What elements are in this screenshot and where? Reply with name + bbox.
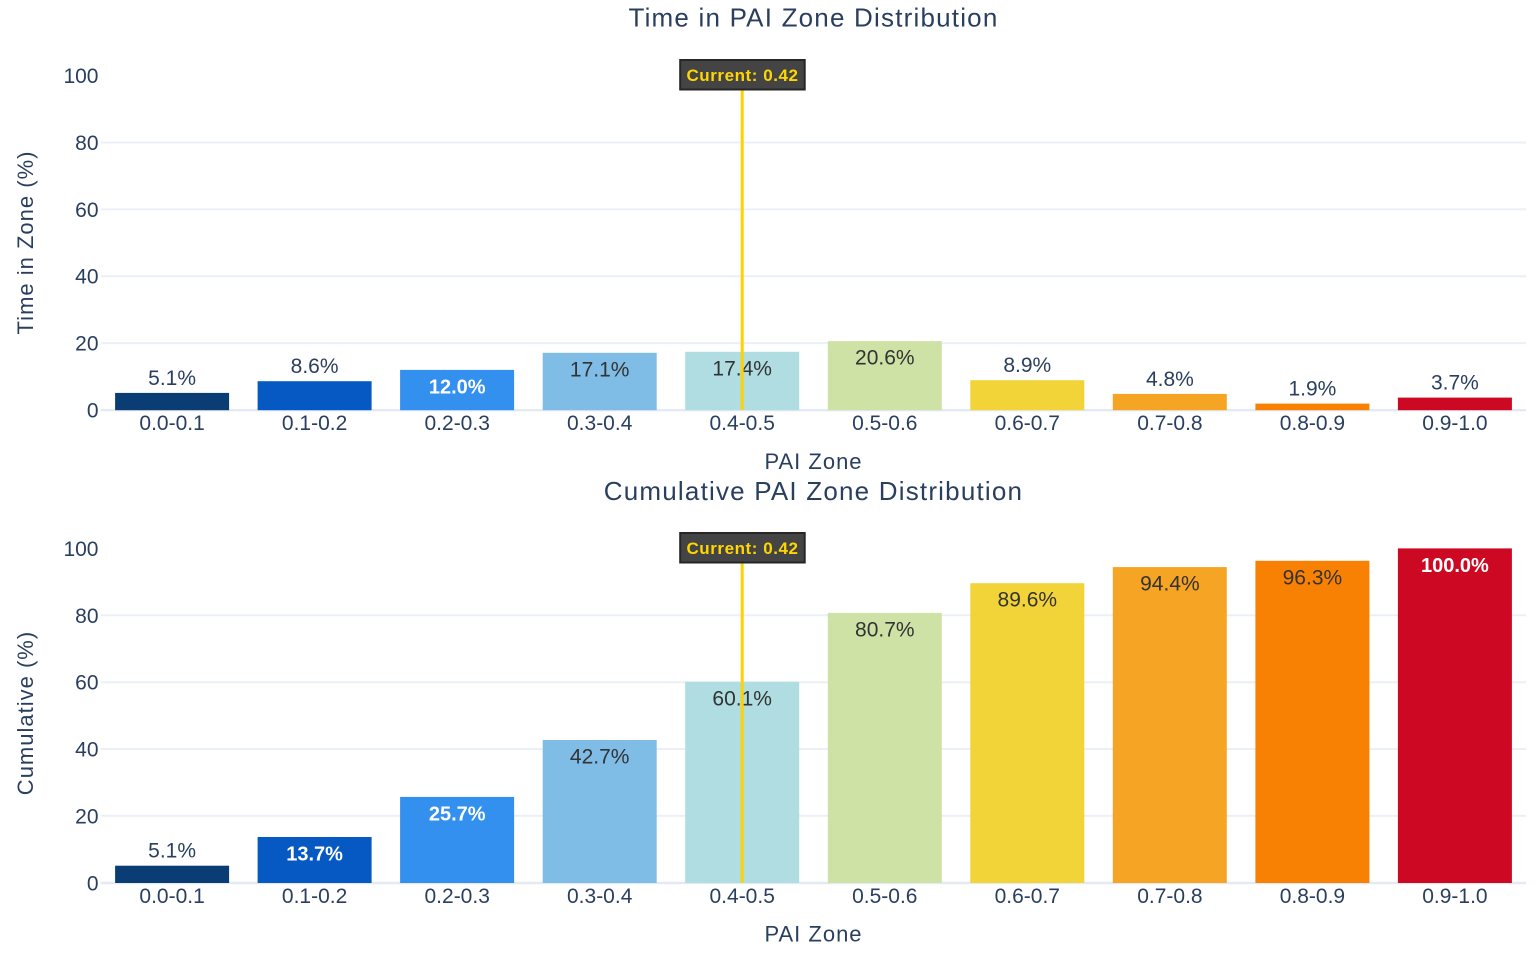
svg-text:0.8-0.9: 0.8-0.9 — [1280, 885, 1345, 908]
svg-text:0.7-0.8: 0.7-0.8 — [1137, 885, 1202, 908]
svg-text:25.7%: 25.7% — [429, 803, 486, 825]
svg-text:0.8-0.9: 0.8-0.9 — [1280, 412, 1345, 435]
svg-text:0.6-0.7: 0.6-0.7 — [995, 412, 1060, 435]
svg-text:0.0-0.1: 0.0-0.1 — [139, 412, 204, 435]
svg-text:3.7%: 3.7% — [1431, 372, 1479, 395]
svg-text:Current: 0.42: Current: 0.42 — [686, 539, 798, 558]
svg-text:80.7%: 80.7% — [855, 618, 915, 641]
svg-text:0.1-0.2: 0.1-0.2 — [282, 412, 347, 435]
svg-text:Time in PAI Zone Distribution: Time in PAI Zone Distribution — [628, 2, 998, 32]
svg-text:13.7%: 13.7% — [286, 844, 343, 866]
svg-text:5.1%: 5.1% — [148, 840, 196, 863]
svg-text:8.6%: 8.6% — [291, 355, 339, 378]
svg-text:0.4-0.5: 0.4-0.5 — [710, 412, 775, 435]
svg-text:94.4%: 94.4% — [1140, 573, 1200, 596]
svg-text:100: 100 — [63, 65, 98, 88]
svg-text:0.0-0.1: 0.0-0.1 — [139, 885, 204, 908]
svg-text:1.9%: 1.9% — [1288, 378, 1336, 401]
svg-text:Time in Zone (%): Time in Zone (%) — [13, 151, 38, 335]
svg-text:0.3-0.4: 0.3-0.4 — [567, 885, 633, 908]
svg-text:0.2-0.3: 0.2-0.3 — [425, 412, 490, 435]
svg-text:20.6%: 20.6% — [855, 347, 915, 370]
svg-text:0.9-1.0: 0.9-1.0 — [1422, 412, 1487, 435]
svg-text:Current: 0.42: Current: 0.42 — [686, 66, 798, 85]
svg-text:12.0%: 12.0% — [429, 376, 486, 398]
svg-text:96.3%: 96.3% — [1283, 566, 1343, 589]
svg-text:0: 0 — [87, 872, 99, 895]
svg-text:0: 0 — [87, 400, 99, 423]
svg-text:17.1%: 17.1% — [570, 358, 630, 381]
svg-text:89.6%: 89.6% — [998, 589, 1058, 612]
svg-text:40: 40 — [75, 739, 98, 762]
svg-text:4.8%: 4.8% — [1146, 368, 1194, 391]
svg-text:PAI Zone: PAI Zone — [764, 449, 862, 474]
svg-text:42.7%: 42.7% — [570, 746, 630, 769]
svg-text:20: 20 — [75, 333, 98, 356]
svg-text:40: 40 — [75, 266, 98, 289]
svg-text:0.5-0.6: 0.5-0.6 — [852, 412, 917, 435]
svg-text:0.4-0.5: 0.4-0.5 — [710, 885, 775, 908]
svg-text:0.9-1.0: 0.9-1.0 — [1422, 885, 1487, 908]
svg-text:20: 20 — [75, 805, 98, 828]
svg-text:0.1-0.2: 0.1-0.2 — [282, 885, 347, 908]
svg-text:5.1%: 5.1% — [148, 367, 196, 390]
svg-text:100.0%: 100.0% — [1421, 555, 1489, 577]
svg-text:Cumulative PAI Zone Distributi: Cumulative PAI Zone Distribution — [604, 476, 1023, 506]
svg-text:80: 80 — [75, 132, 98, 155]
svg-text:0.5-0.6: 0.5-0.6 — [852, 885, 917, 908]
svg-text:Cumulative (%): Cumulative (%) — [13, 631, 38, 795]
svg-text:0.2-0.3: 0.2-0.3 — [425, 885, 490, 908]
svg-text:0.7-0.8: 0.7-0.8 — [1137, 412, 1202, 435]
svg-text:0.6-0.7: 0.6-0.7 — [995, 885, 1060, 908]
svg-text:PAI Zone: PAI Zone — [764, 922, 862, 947]
svg-text:60: 60 — [75, 199, 98, 222]
svg-text:80: 80 — [75, 605, 98, 628]
svg-text:100: 100 — [63, 538, 98, 561]
svg-text:8.9%: 8.9% — [1003, 354, 1051, 377]
svg-text:0.3-0.4: 0.3-0.4 — [567, 412, 633, 435]
svg-text:60: 60 — [75, 672, 98, 695]
